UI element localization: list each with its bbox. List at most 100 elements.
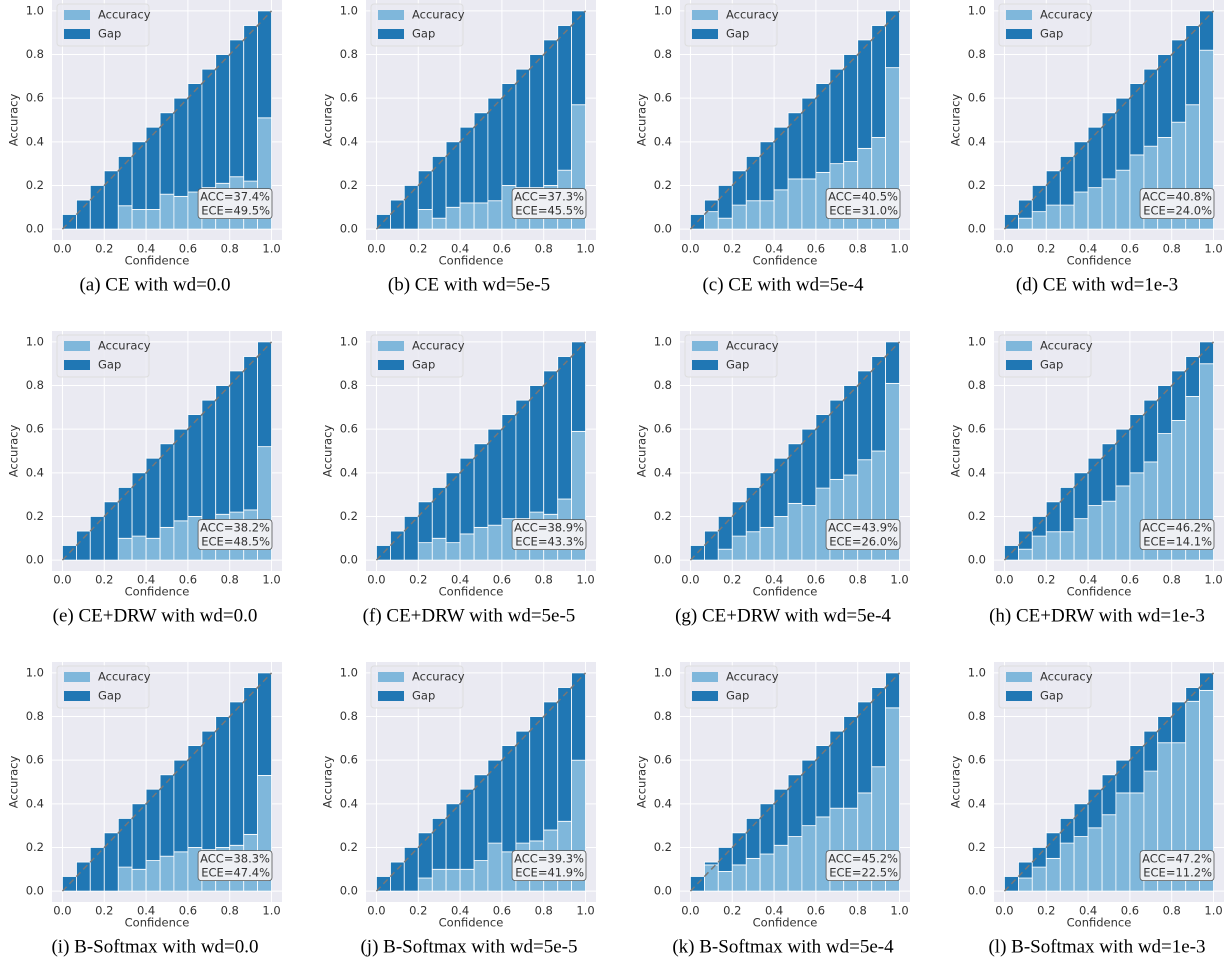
- gap-bar: [1087, 788, 1103, 829]
- gap-bar: [1143, 730, 1159, 772]
- legend-label: Gap: [1040, 27, 1063, 41]
- diagonal: [1003, 341, 1215, 561]
- accuracy-bar: [131, 535, 147, 561]
- accuracy-bar: [459, 202, 475, 230]
- gap-bar: [704, 199, 719, 213]
- x-tick-label: 0.6: [1121, 573, 1139, 587]
- diagonal: [375, 10, 587, 230]
- y-tick-label: 0.4: [340, 465, 358, 479]
- legend-swatch: [378, 360, 404, 370]
- gap-bar: [801, 759, 817, 827]
- y-tick-label: 0.4: [968, 134, 986, 148]
- gap-bar: [759, 141, 775, 202]
- y-tick-label: 0.8: [654, 47, 672, 61]
- gap-bar: [187, 83, 203, 193]
- y-tick-label: 0.4: [654, 465, 672, 479]
- y-tick-label: 0.0: [26, 884, 44, 898]
- legend-swatch: [692, 360, 718, 370]
- x-tick-label: 1.0: [1204, 573, 1222, 587]
- accuracy-bar: [1059, 842, 1075, 892]
- x-tick-label: 0.0: [995, 904, 1013, 918]
- accuracy-bar: [431, 868, 447, 892]
- accuracy-bar: [759, 853, 775, 892]
- diagonal: [1003, 672, 1215, 892]
- diagonal: [375, 341, 587, 561]
- x-tick-label: 0.8: [1163, 242, 1181, 256]
- x-axis-label: Confidence: [125, 916, 190, 930]
- x-tick-label: 0.0: [995, 242, 1013, 256]
- y-tick-label: 1.0: [968, 334, 986, 348]
- panel: 0.0 0.2 0.4 0.6 0.8 1.0 0.0 0.2 0.4 0.6 0.8 1.0 Accu…: [635, 0, 910, 295]
- y-axis-label: Accuracy: [7, 756, 21, 809]
- accuracy-bar: [1045, 204, 1061, 230]
- x-tick-label: 0.6: [493, 573, 511, 587]
- accuracy-bar: [801, 505, 817, 561]
- panel: 0.0 0.2 0.4 0.6 0.8 1.0 0.0 0.2 0.4 0.6 0.8 1.0 Accu…: [7, 0, 282, 295]
- y-tick-label: 0.2: [654, 840, 672, 854]
- y-tick-label: 0.0: [340, 222, 358, 236]
- gap-bar: [201, 399, 217, 522]
- accuracy-bar: [745, 200, 761, 230]
- gap-bar: [390, 199, 405, 230]
- y-tick-label: 1.0: [654, 3, 672, 17]
- y-axis-label: Accuracy: [949, 425, 963, 478]
- legend-swatch: [64, 672, 90, 682]
- gap-bar: [1199, 10, 1214, 51]
- gap-bar: [131, 803, 147, 870]
- annotation: ECE=49.5%: [201, 204, 270, 218]
- accuracy-bar: [1115, 792, 1131, 892]
- x-tick-label: 0.6: [179, 904, 197, 918]
- x-tick-label: 0.6: [807, 573, 825, 587]
- legend-label: Gap: [1040, 358, 1063, 372]
- y-tick-label: 0.0: [26, 553, 44, 567]
- accuracy-bar: [417, 877, 433, 892]
- y-tick-label: 0.8: [968, 378, 986, 392]
- annotation-box: [825, 519, 901, 550]
- legend-swatch: [1006, 672, 1032, 682]
- legend-swatch: [64, 691, 90, 701]
- panel: 0.0 0.2 0.4 0.6 0.8 1.0 0.0 0.2 0.4 0.6 0.8 1.0 Accu…: [635, 331, 910, 626]
- annotation: ECE=47.4%: [201, 866, 270, 880]
- gap-bar: [704, 861, 719, 866]
- panel: 0.0 0.2 0.4 0.6 0.8 1.0 0.0 0.2 0.4 0.6 0.8 1.0 Accu…: [635, 662, 910, 957]
- y-tick-label: 0.6: [340, 422, 358, 436]
- gap-bar: [717, 516, 733, 550]
- y-tick-label: 1.0: [654, 334, 672, 348]
- accuracy-bar: [431, 537, 447, 561]
- x-tick-label: 0.4: [137, 242, 155, 256]
- accuracy-bar: [787, 836, 803, 892]
- accuracy-bar: [731, 204, 747, 230]
- accuracy-bar: [173, 520, 189, 561]
- legend-label: Gap: [412, 27, 435, 41]
- gap-bar: [431, 156, 447, 219]
- caption: (i) B-Softmax with wd=0.0: [51, 936, 258, 957]
- legend-label: Gap: [98, 689, 121, 703]
- gap-bar: [243, 356, 258, 511]
- x-axis-label: Confidence: [1067, 916, 1132, 930]
- annotation-box: [197, 850, 273, 881]
- accuracy-bar: [487, 524, 503, 561]
- y-tick-label: 0.6: [654, 91, 672, 105]
- gap-bar: [1199, 672, 1214, 691]
- x-tick-label: 0.6: [1121, 242, 1139, 256]
- annotation: ACC=45.2%: [828, 852, 898, 866]
- legend-label: Gap: [98, 358, 121, 372]
- legend-swatch: [64, 10, 90, 20]
- y-axis-label: Accuracy: [321, 425, 335, 478]
- legend-swatch: [1006, 691, 1032, 701]
- accuracy-bar: [731, 864, 747, 892]
- x-tick-label: 0.4: [451, 904, 469, 918]
- legend-label: Gap: [726, 358, 749, 372]
- x-tick-label: 0.8: [849, 573, 867, 587]
- legend-label: Gap: [726, 689, 749, 703]
- x-axis-label: Confidence: [753, 916, 818, 930]
- accuracy-bar: [717, 217, 733, 230]
- x-axis-label: Confidence: [439, 916, 504, 930]
- gap-bar: [815, 414, 831, 489]
- gap-bar: [543, 701, 559, 831]
- accuracy-bar: [1045, 857, 1061, 892]
- accuracy-bar: [1087, 827, 1103, 892]
- diagonal: [61, 341, 273, 561]
- gap-bar: [773, 788, 789, 846]
- gap-bar: [815, 745, 831, 818]
